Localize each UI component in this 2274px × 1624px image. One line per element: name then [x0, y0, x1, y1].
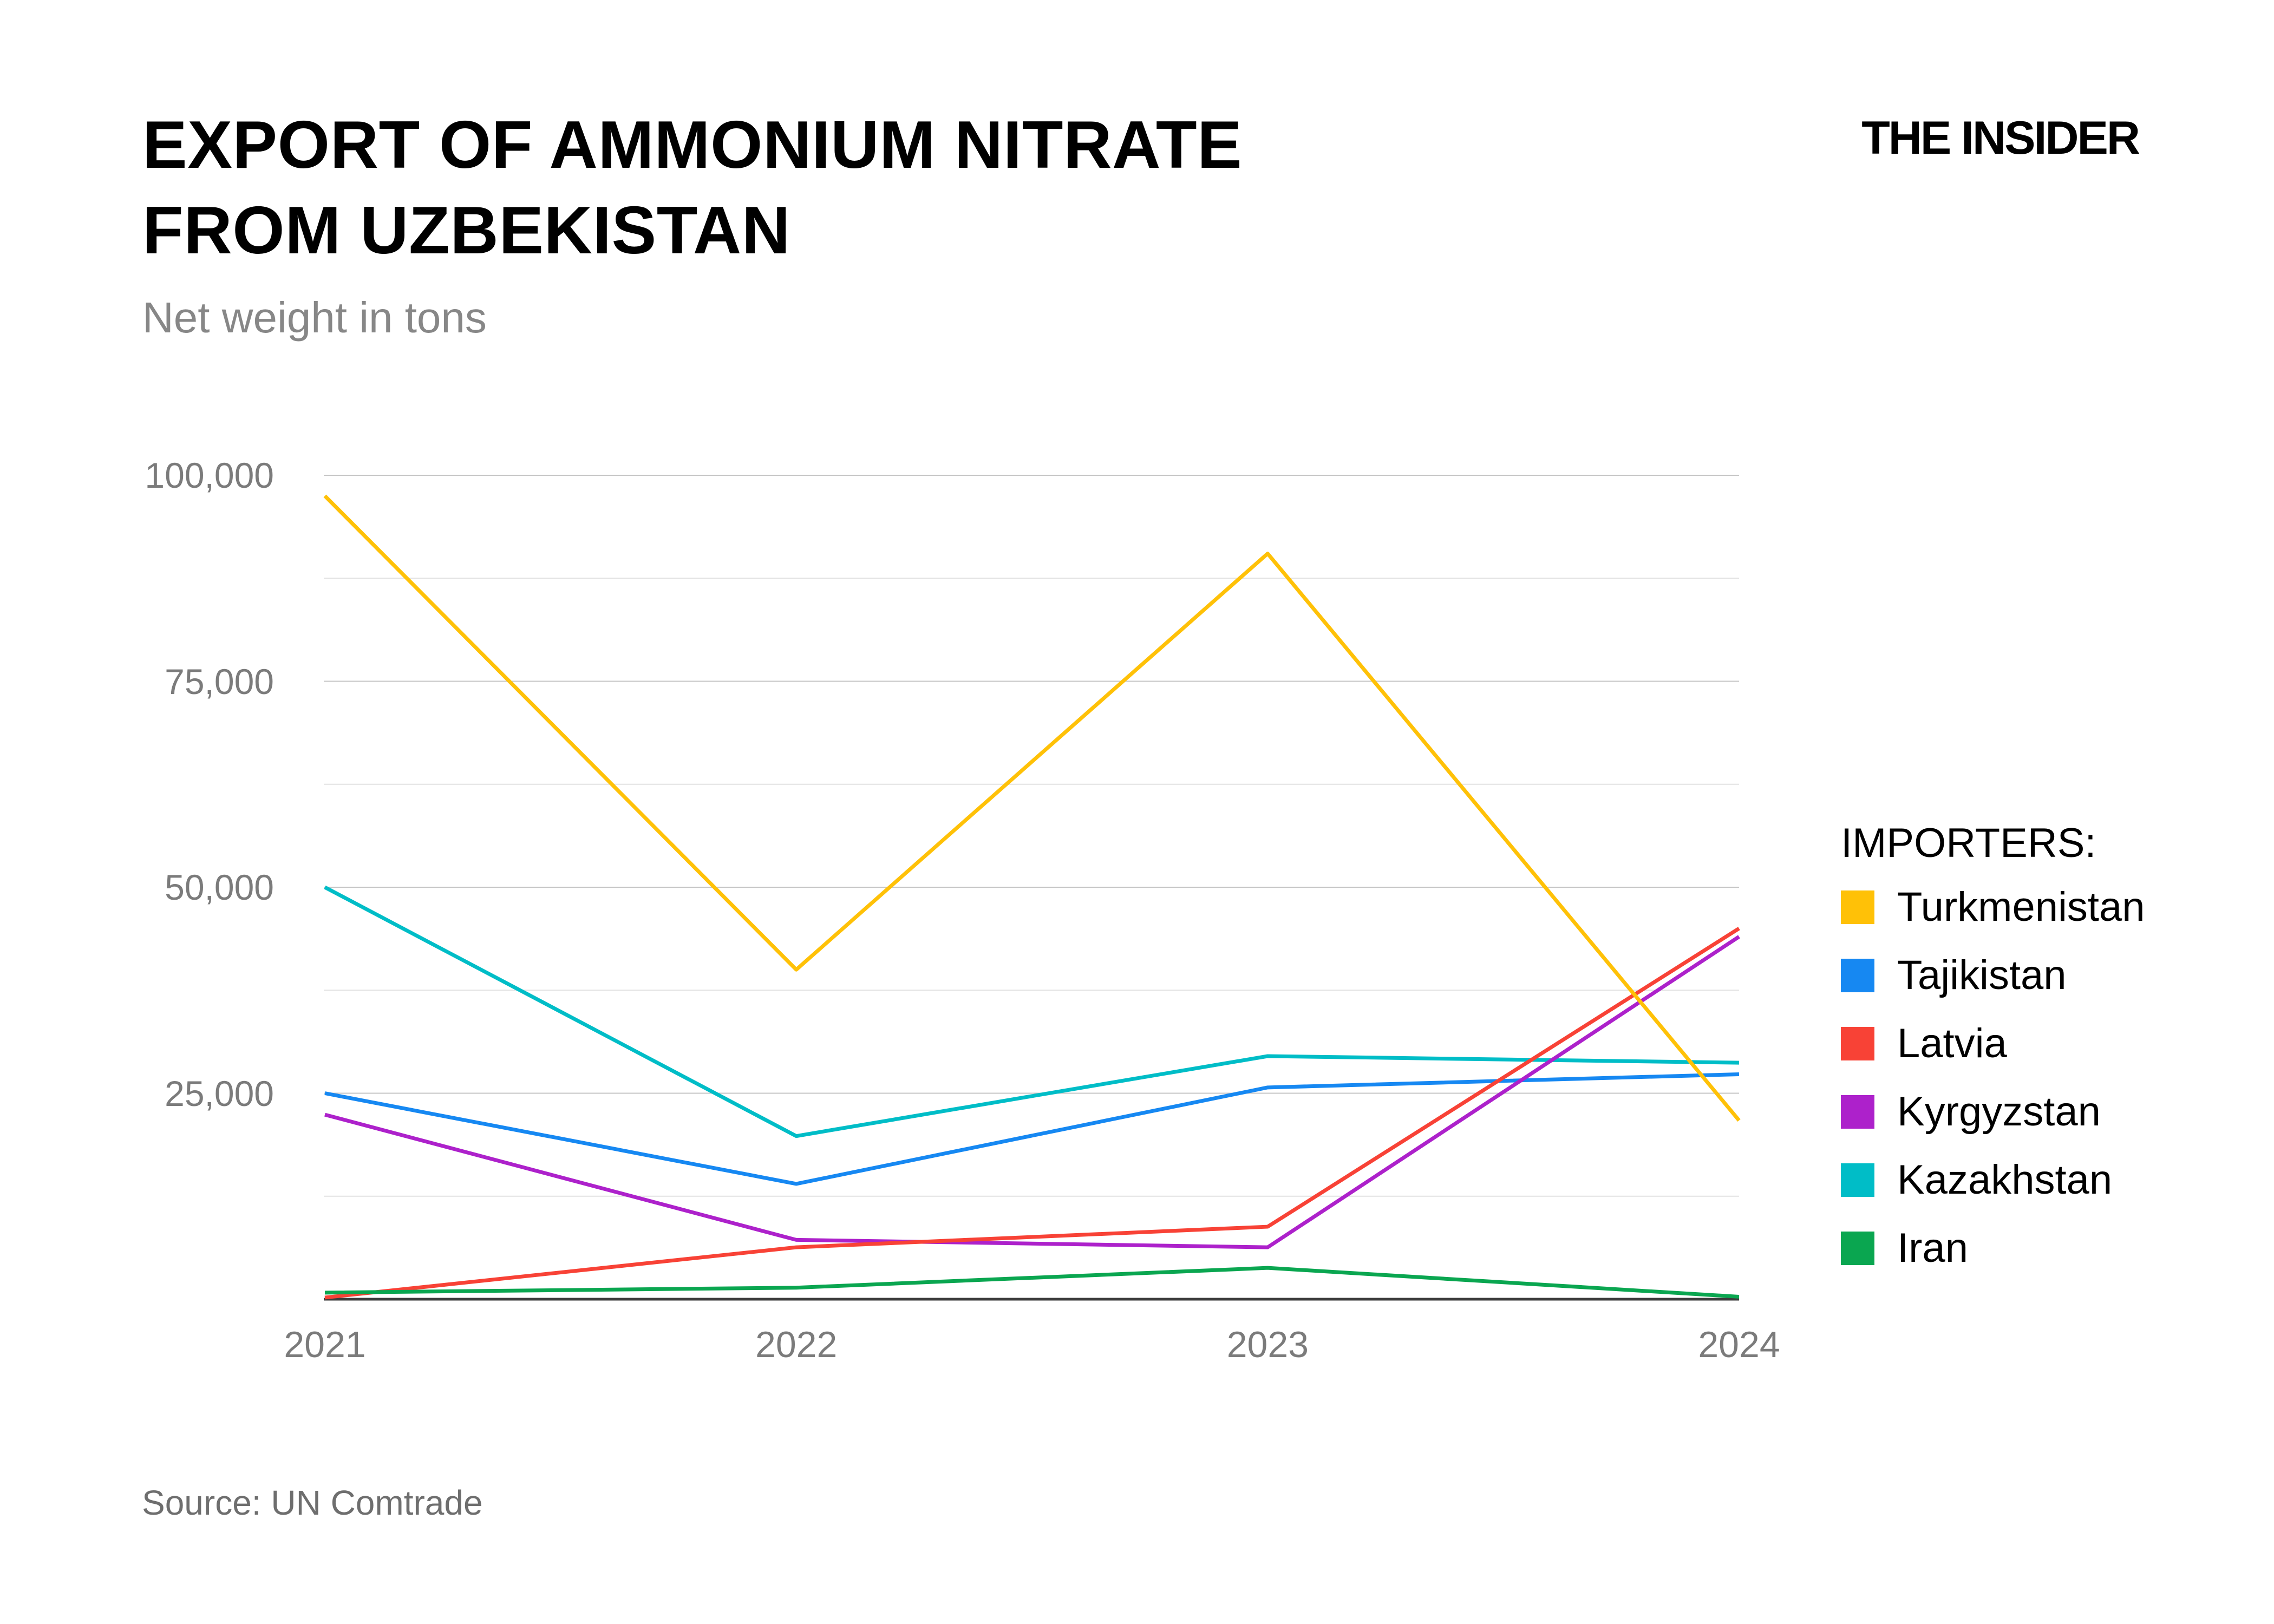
legend-label-kazakhstan: Kazakhstan: [1897, 1157, 2113, 1203]
x-axis-label-2024: 2024: [1698, 1324, 1780, 1365]
series-line-turkmenistan: [323, 494, 1741, 1122]
legend-title: IMPORTERS:: [1841, 820, 2096, 866]
chart-subtitle: Net weight in tons: [142, 293, 487, 342]
legend-label-latvia: Latvia: [1897, 1020, 2007, 1066]
legend-item-kyrgyzstan: Kyrgyzstan: [1841, 1091, 2231, 1132]
series-line-iran: [324, 1266, 1740, 1299]
title-line-2: FROM UZBEKISTAN: [142, 193, 790, 268]
the-insider-logo: THE INSIDER: [1861, 112, 2140, 164]
y-axis-label-50000: 50,000: [165, 867, 274, 907]
legend-label-kyrgyzstan: Kyrgyzstan: [1897, 1089, 2101, 1135]
legend-item-latvia: Latvia: [1841, 1023, 2231, 1064]
legend-item-tajikistan: Tajikistan: [1841, 955, 2231, 996]
legend-item-turkmenistan: Turkmenistan: [1841, 887, 2231, 928]
y-axis-label-75000: 75,000: [165, 661, 274, 702]
page-title: EXPORT OF AMMONIUM NITRATE FROM UZBEKISTA…: [142, 102, 1242, 273]
series-line-kyrgyzstan: [324, 935, 1740, 1249]
plot-area: [323, 475, 1741, 1301]
minor-gridlines: [324, 578, 1739, 1197]
legend-items: Turkmenistan Tajikistan Latvia Kyrgyzstan Ka…: [1841, 887, 2231, 1269]
legend-item-iran: Iran: [1841, 1228, 2231, 1269]
legend: IMPORTERS: Turkmenistan Tajikistan Latvia K…: [1841, 820, 2231, 1300]
legend-label-iran: Iran: [1897, 1225, 1968, 1271]
legend-item-kazakhstan: Kazakhstan: [1841, 1160, 2231, 1201]
title-line-1: EXPORT OF AMMONIUM NITRATE: [142, 108, 1243, 182]
y-axis-label-25000: 25,000: [165, 1073, 274, 1114]
series-line-latvia: [324, 927, 1740, 1300]
legend-swatch-kazakhstan: [1841, 1163, 1874, 1197]
legend-swatch-latvia: [1841, 1027, 1874, 1060]
legend-swatch-kyrgyzstan: [1841, 1095, 1874, 1129]
x-axis-label-2023: 2023: [1226, 1324, 1309, 1365]
legend-label-tajikistan: Tajikistan: [1897, 952, 2067, 998]
legend-label-turkmenistan: Turkmenistan: [1897, 884, 2145, 930]
series-line-kazakhstan: [324, 885, 1740, 1138]
legend-swatch-tajikistan: [1841, 959, 1874, 992]
legend-swatch-iran: [1841, 1232, 1874, 1265]
x-axis-label-2021: 2021: [284, 1324, 366, 1365]
x-axis-label-2022: 2022: [755, 1324, 838, 1365]
series-line-tajikistan: [324, 1072, 1740, 1186]
legend-swatch-turkmenistan: [1841, 890, 1874, 924]
source-note: Source: UN Comtrade: [142, 1483, 483, 1522]
y-axis-label-100000: 100,000: [145, 455, 274, 495]
